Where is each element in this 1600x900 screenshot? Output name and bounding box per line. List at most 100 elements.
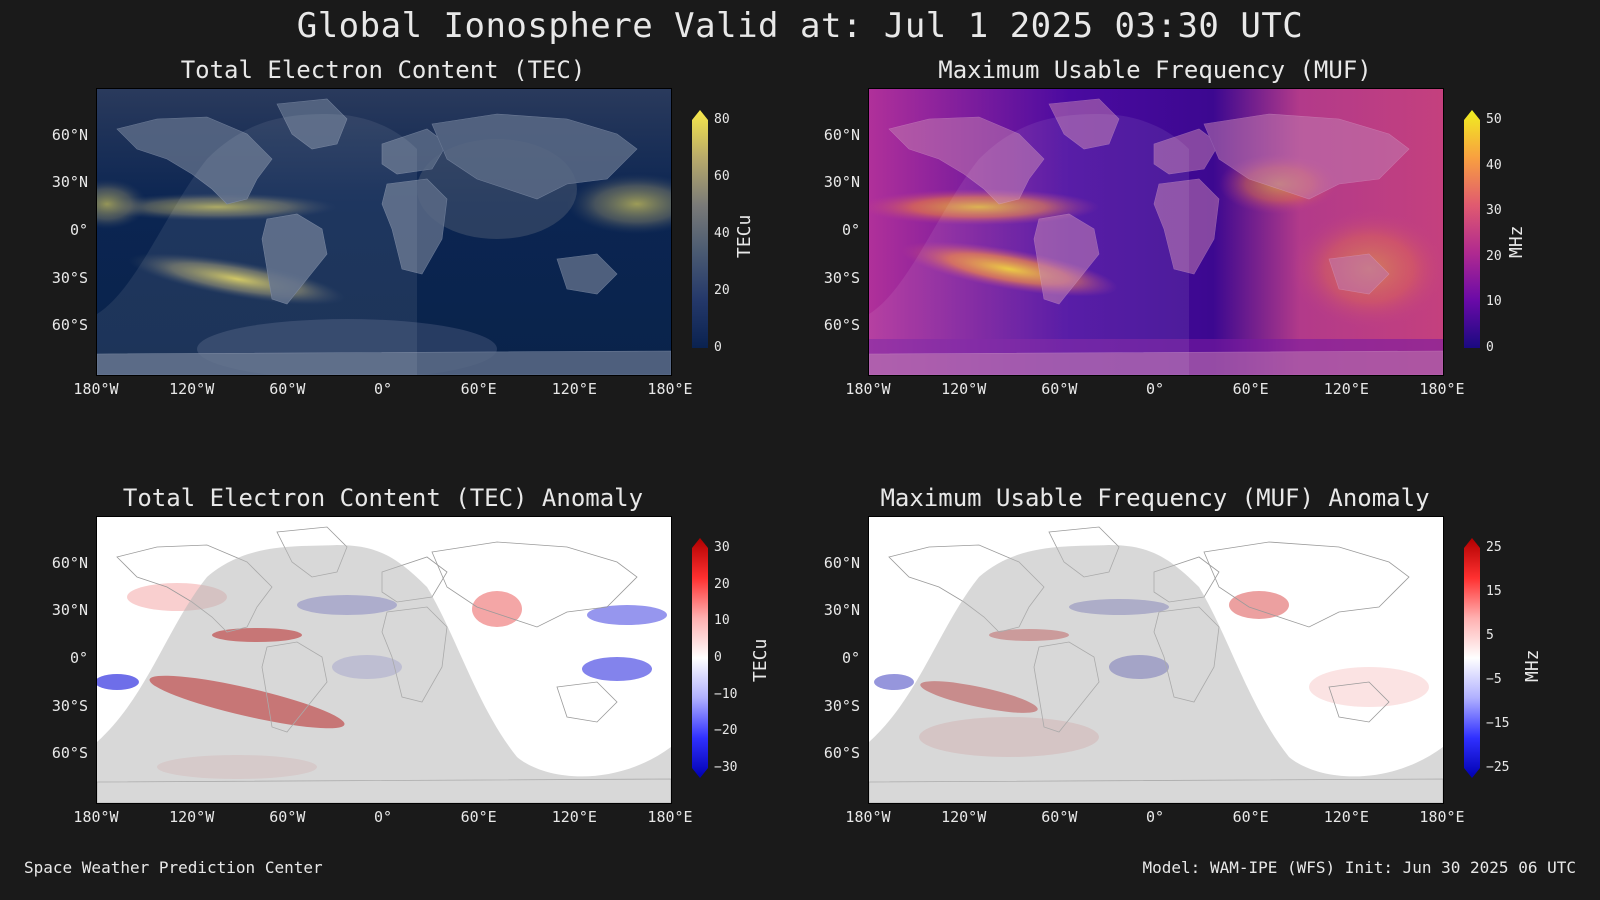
colorbar-tick-label: 10 [1486,294,1502,310]
land-outline [431,113,638,200]
colorbar-tick-label: 50 [1486,112,1502,127]
longitude-label: 0° [373,808,393,826]
longitude-label: 180°E [1419,808,1465,826]
colorbar-tick-label: 20 [714,283,730,298]
colorbar-label: MHz [1522,649,1543,682]
land-outline [431,541,638,628]
colorbar-gradient [692,538,708,778]
footer-model-info: Model: WAM-IPE (WFS) Init: Jun 30 2025 0… [1142,858,1576,877]
colorbar-tick-label: −30 [714,760,738,775]
land-outline [261,213,328,305]
land-outline [1203,113,1410,200]
latitude-label: 30°S [51,268,88,287]
colorbar-tick-label: 20 [1486,248,1502,264]
longitude-label: 60°W [1041,808,1078,826]
page-title: Global Ionosphere Valid at: Jul 1 2025 0… [296,6,1304,46]
latitude-label: 0° [69,649,88,667]
latitude-label: 60°S [51,316,88,335]
colorbar-tick-label: −25 [1486,760,1510,775]
longitude-label: 0° [373,380,393,398]
land-outline [1203,541,1410,628]
tec-anomaly-map[interactable] [96,516,672,804]
land-outline [1153,128,1220,175]
longitude-label: 120°W [941,380,987,398]
muf-map[interactable] [868,88,1444,376]
colorbar-tick-label: 10 [714,613,730,629]
land-outline [1153,178,1220,275]
tec-panel-title: Total Electron Content (TEC) [180,56,586,84]
land-outline [381,128,448,175]
colorbar-tick-label: 0 [714,340,722,355]
night-shading [97,545,671,803]
colorbar [692,110,708,348]
tec-anomaly-panel-title: Total Electron Content (TEC) Anomaly [122,484,644,512]
longitude-label: 120°E [1323,380,1369,398]
colorbar-label: MHz [1506,225,1527,258]
colorbar [1464,538,1480,778]
longitude-label: 60°E [1232,808,1269,826]
longitude-label: 120°E [1323,808,1369,826]
land-outline [556,253,618,295]
colorbar [1464,110,1480,348]
land-outline [116,116,273,205]
latitude-label: 30°N [51,173,88,192]
longitude-label: 60°W [269,380,306,398]
colorbar-tick-label: −5 [1486,672,1502,687]
colorbar-gradient [1464,538,1480,778]
land-outline [276,98,348,150]
latitude-label: 30°N [823,173,860,192]
muf-anomaly-panel-title: Maximum Usable Frequency (MUF) Anomaly [880,484,1430,512]
colorbar-tick-label: 0 [714,650,722,665]
colorbar-tick-label: 25 [1486,540,1502,555]
colorbar-tick-label: 40 [1486,157,1502,173]
longitude-label: 120°W [169,808,215,826]
colorbar-tick-label: −20 [714,723,738,739]
longitude-label: 180°W [73,808,119,826]
longitude-label: 180°W [845,808,891,826]
latitude-label: 60°N [51,553,88,572]
night-shading [869,545,1443,803]
longitude-label: 60°E [460,808,497,826]
night-shading [97,114,417,375]
colorbar-tick-label: 5 [1486,628,1494,643]
longitude-label: 180°E [1419,380,1465,398]
longitude-label: 120°W [169,380,215,398]
colorbar-tick-label: −15 [1486,716,1510,731]
longitude-label: 120°E [551,808,597,826]
longitude-label: 120°W [941,808,987,826]
colorbar-tick-label: 30 [714,540,730,555]
latitude-label: 60°N [51,125,88,144]
latitude-label: 30°S [823,696,860,715]
colorbar-tick-label: −10 [714,686,738,702]
colorbar-tick-label: 60 [714,169,730,184]
land-outline [888,116,1045,205]
colorbar-tick-label: 30 [1486,203,1502,219]
colorbar-tick-label: 20 [714,576,730,592]
latitude-label: 0° [69,221,88,239]
latitude-label: 60°N [823,553,860,572]
land-outline [97,350,671,375]
land-outline [1033,213,1100,305]
colorbar-tick-label: 0 [1486,340,1494,355]
longitude-label: 180°E [647,808,693,826]
longitude-label: 0° [1145,808,1165,826]
tec-map[interactable] [96,88,672,376]
land-outline [1328,681,1390,723]
longitude-label: 120°E [551,380,597,398]
muf-anomaly-map[interactable] [868,516,1444,804]
longitude-label: 60°W [1041,380,1078,398]
colorbar-label: TECu [750,638,771,682]
land-outline [1048,98,1120,150]
muf-panel-title: Maximum Usable Frequency (MUF) [938,56,1372,84]
land-outline [556,681,618,723]
longitude-label: 60°E [460,380,497,398]
land-outline [869,350,1443,375]
colorbar-tick-label: 80 [714,112,730,127]
latitude-label: 60°S [823,316,860,335]
colorbar-label: TECu [734,214,755,258]
latitude-label: 30°N [823,601,860,620]
night-shading [869,114,1189,375]
latitude-label: 0° [841,221,860,239]
latitude-label: 60°S [51,744,88,763]
colorbar-tick-label: 15 [1486,584,1502,599]
